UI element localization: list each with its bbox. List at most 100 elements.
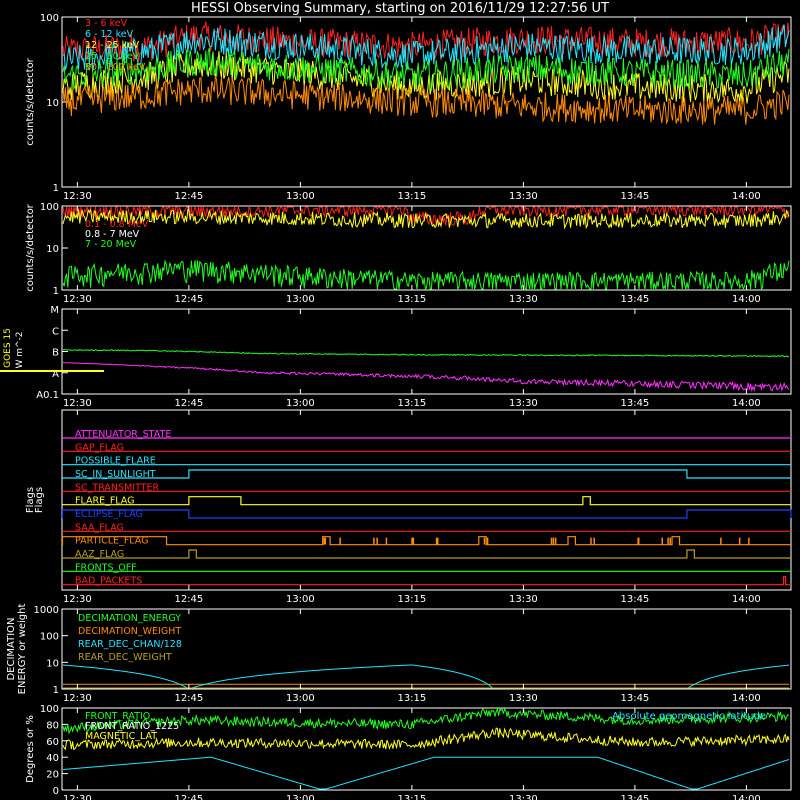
x-tick-label: 14:00 [732,794,761,800]
x-tick-label: 14:00 [732,398,761,409]
legend-entry: DECIMATION_WEIGHT [78,626,181,637]
x-tick-label: 13:45 [620,191,649,202]
y-tick-label: 0 [53,786,59,797]
x-tick-label: 13:00 [286,294,315,305]
x-tick-label: 13:15 [397,794,426,800]
y-axis-label: ENERGY or weight [17,604,28,695]
x-tick-label: 13:00 [286,594,315,605]
y-tick-label: 1 [53,685,59,696]
x-tick-label: 12:30 [63,594,92,605]
x-tick-label: 13:45 [620,794,649,800]
y-tick-label: 20 [46,770,59,781]
series-line [62,756,790,790]
y-tick-label: A [52,369,59,380]
y-tick-label: B [52,348,59,359]
y-tick-label: 10 [46,658,59,669]
x-tick-label: 12:45 [174,794,203,800]
flag-line [62,469,791,479]
y-axis-label: Flags [25,487,36,513]
series-line [62,208,790,230]
legend-entry: 0.8 - 7 MeV [85,229,140,240]
series-line [62,259,790,291]
legend-entry: Absolute geomagnetic latitude [612,711,766,722]
legend-entry: 25 - 50 keV [85,51,140,62]
y-tick-label: 1 [53,286,59,297]
x-tick-label: 14:00 [732,294,761,305]
legend-entry: DECIMATION_ENERGY [78,613,181,624]
chart-title: HESSI Observing Summary, starting on 201… [191,1,609,16]
flag-label: BAD_PACKETS [75,576,142,587]
goes-satellite-label: GOES 15 [3,328,13,368]
x-tick-label: 13:30 [509,693,538,704]
flag-label: SC_TRANSMITTER [75,482,160,493]
y-tick-label: 100 [40,13,59,24]
legend-entry: 50 - 100 keV [85,62,146,73]
series-line [62,727,790,751]
legend-entry: 6 - 12 keV [85,29,134,40]
flag-spikes [323,537,750,545]
y-tick-label: 10 [46,98,59,109]
flags-panel: Flags ATTENUATOR_STATE GAP_FLAG POSSIBLE_FL… [25,409,792,605]
flag-line [62,496,791,506]
y-axis-label: counts/s/detector [25,203,36,291]
flag-label: FLARE_FLAG [75,496,135,507]
x-tick-label: 13:45 [620,294,649,305]
series-line [62,51,790,105]
x-tick-label: 13:00 [286,191,315,202]
y-tick-label: C [52,326,59,337]
flag-label: ATTENUATOR_STATE [75,429,171,440]
x-tick-label: 12:30 [63,693,92,704]
flag-label: SC_IN_SUNLIGHT [75,469,156,480]
legend-entry: 7 - 20 MeV [85,239,137,250]
x-tick-label: 13:15 [397,398,426,409]
x-tick-label: 14:00 [732,191,761,202]
x-tick-label: 13:30 [509,794,538,800]
series-line [62,76,790,125]
x-tick-label: 13:00 [286,693,315,704]
front-ratio-panel: Degrees or % 0 20 40 60 80 100 FRONT_RATIOFRONT… [25,704,792,800]
y-tick-label: 80 [46,720,59,731]
x-tick-label: 12:30 [63,191,92,202]
series-line [62,205,790,226]
series-line [62,24,790,71]
x-tick-label: 13:45 [620,693,649,704]
flag-label: GAP_FLAG [75,442,124,453]
x-tick-label: 13:15 [397,594,426,605]
flag-line [61,509,792,519]
y-tick-label: 10 [46,244,59,255]
flag-label: FRONTS_OFF [75,562,137,573]
x-tick-label: 12:30 [63,294,92,305]
series-line [62,348,790,358]
legend-entry: REAR_DEC_WEIGHT [78,652,172,663]
x-tick-label: 12:30 [63,398,92,409]
y-tick-label: 100 [40,632,59,643]
high-energy-lightcurve-panel: counts/s/detector 1 10 100 0.1 - 0.8 MeV0.8 … [25,202,792,305]
y-tick-label: 100 [40,704,59,715]
x-tick-label: 12:45 [174,693,203,704]
decimation-panel: DECIMATION ENERGY or weight 1 10 100 1000 DECI… [6,604,792,704]
legend-entry: 12 - 25 keV [85,40,140,51]
legend-entry: 3 - 6 keV [85,18,128,29]
legend-entry: FRONT_RATIO [85,711,150,722]
y-tick-label: A0.1 [36,390,59,401]
legend-entry: FRONT_RATIO_1225 [85,721,179,732]
y-tick-label: M [50,305,59,316]
y-tick-label: 100 [40,202,59,213]
x-tick-label: 13:30 [509,294,538,305]
x-tick-label: 13:45 [620,594,649,605]
goes-unit-label: W m^-2 [15,331,25,368]
y-axis-label: counts/s/detector [25,57,36,145]
flag-label: SAA_FLAG [75,522,124,533]
x-tick-label: 13:30 [509,594,538,605]
flag-label: POSSIBLE_FLARE [75,456,156,467]
flag-label: ECLIPSE_FLAG [75,509,143,520]
legend-entry: MAGNETIC_LAT [85,731,157,742]
x-tick-label: 13:30 [509,398,538,409]
x-tick-label: 14:00 [732,693,761,704]
y-tick-label: 60 [46,737,59,748]
goes-side-label: GOES 15 W m^-2 [0,328,104,372]
flag-line [61,536,791,546]
